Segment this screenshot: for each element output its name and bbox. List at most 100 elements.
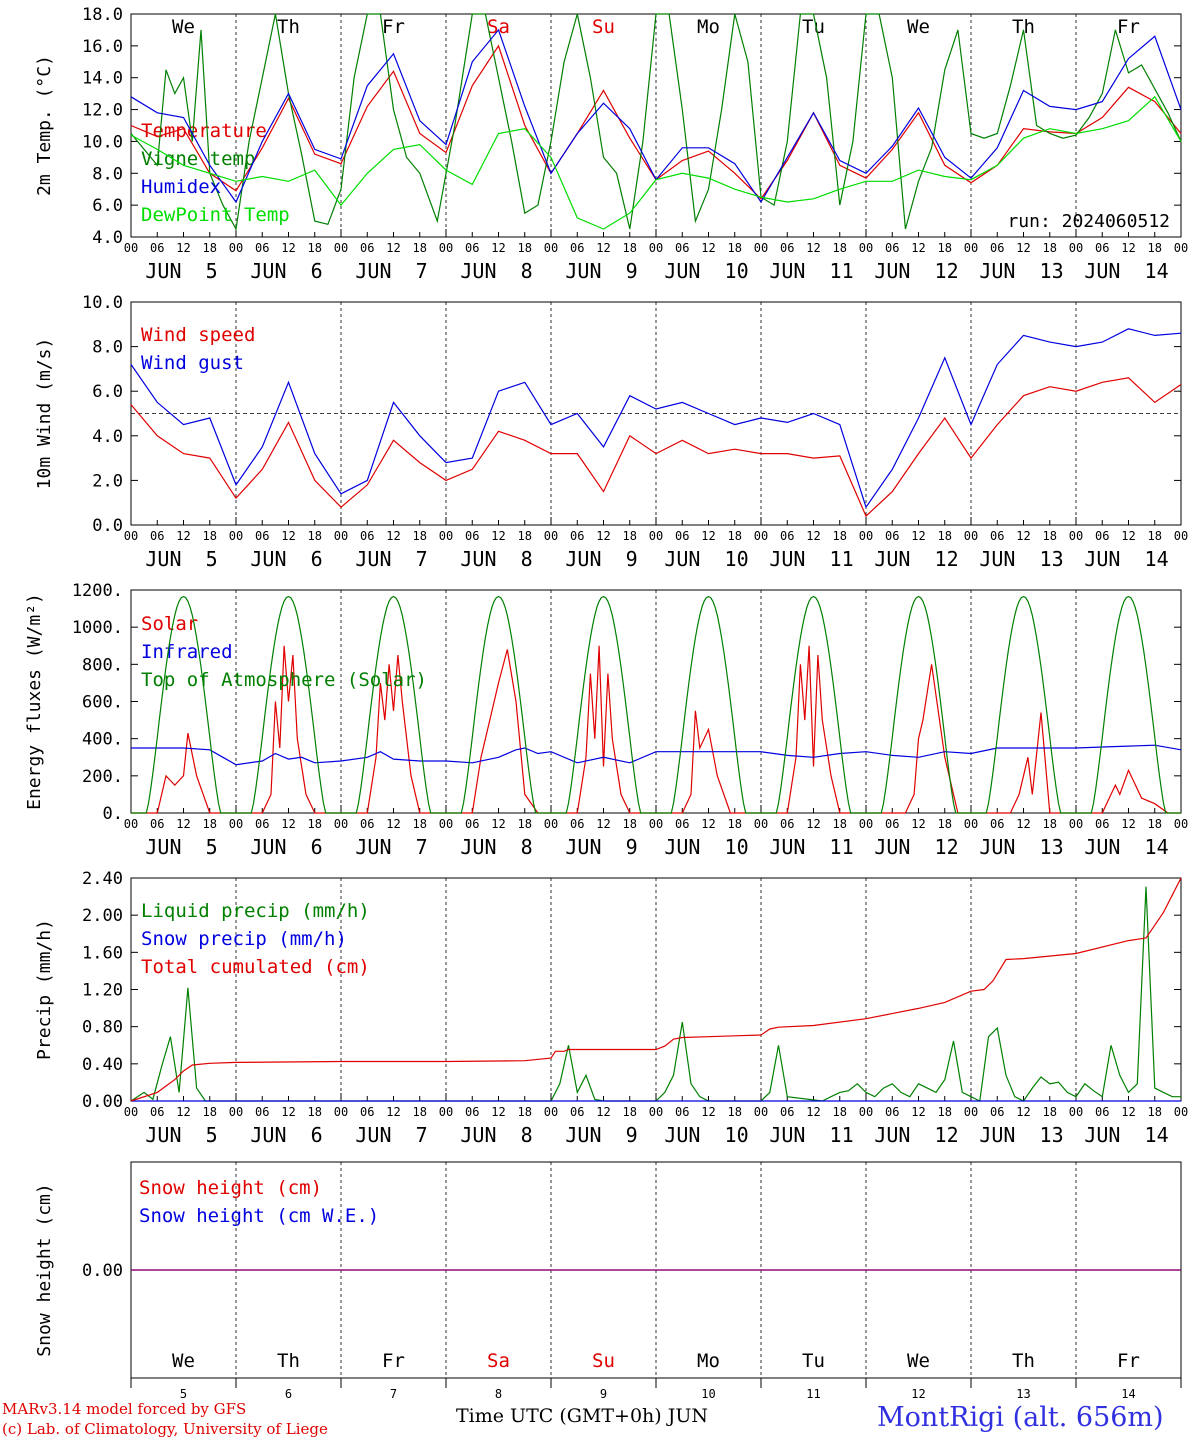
- panel3-ytick-label: 400.: [82, 730, 123, 750]
- day-number-label: 11: [806, 1387, 820, 1401]
- panel1-legend-entry: Temperature: [141, 120, 267, 142]
- panel3-date-label: JUN 11: [769, 835, 853, 859]
- panel5-ytick-label: 0.00: [82, 1261, 123, 1281]
- panel4-legend-entry: Snow precip (mm/h): [141, 928, 347, 950]
- panel3-hour-label: 00: [334, 817, 348, 831]
- panel1-hour-label: 00: [754, 241, 768, 255]
- panel3-hour-label: 12: [911, 817, 925, 831]
- panel3-hour-label: 18: [728, 817, 742, 831]
- panel2-hour-label: 06: [150, 529, 164, 543]
- panel2-hour-label: 06: [360, 529, 374, 543]
- panel4-date-label: JUN 9: [565, 1123, 637, 1147]
- panel2-ytick-label: 8.0: [92, 338, 123, 358]
- panel2-hour-label: 12: [1016, 529, 1030, 543]
- panel1-hour-label: 18: [623, 241, 637, 255]
- panel2-hour-label: 18: [518, 529, 532, 543]
- panel2-hour-label: 18: [1043, 529, 1057, 543]
- panel2-hour-label: 18: [938, 529, 952, 543]
- panel1-hour-label: 18: [833, 241, 847, 255]
- panel2-hour-label: 18: [413, 529, 427, 543]
- panel3-hour-label: 00: [124, 817, 138, 831]
- panel2-hour-label: 12: [701, 529, 715, 543]
- panel1-hour-label: 00: [649, 241, 663, 255]
- panel1-date-label: JUN 6: [250, 259, 322, 283]
- panel1-hour-label: 12: [701, 241, 715, 255]
- panel1-weekday-label: Fr: [1117, 16, 1140, 38]
- panel3-hour-label: 06: [885, 817, 899, 831]
- panel2-hour-label: 00: [124, 529, 138, 543]
- panel4-hour-label: 06: [780, 1105, 794, 1119]
- panel2-hour-label: 00: [229, 529, 243, 543]
- day-number-label: 10: [701, 1387, 715, 1401]
- panel4-hour-label: 00: [229, 1105, 243, 1119]
- panel4-hour-label: 00: [754, 1105, 768, 1119]
- panel1-hour-label: 06: [570, 241, 584, 255]
- panel4-hour-label: 12: [281, 1105, 295, 1119]
- panel2-hour-label: 12: [596, 529, 610, 543]
- panel4-ytick-label: 0.40: [82, 1055, 123, 1075]
- panel2-hour-label: 18: [623, 529, 637, 543]
- panel4-hour-label: 00: [544, 1105, 558, 1119]
- panel4-hour-label: 00: [124, 1105, 138, 1119]
- panel2-date-label: JUN 7: [355, 547, 427, 571]
- panel2-hour-label: 00: [439, 529, 453, 543]
- panel4-hour-label: 18: [728, 1105, 742, 1119]
- panel1-hour-label: 06: [360, 241, 374, 255]
- panel1-weekday-label: Th: [1012, 16, 1035, 38]
- panel4-ytick-label: 1.60: [82, 943, 123, 963]
- panel1-hour-label: 18: [308, 241, 322, 255]
- panel2-hour-label: 12: [176, 529, 190, 543]
- panel1-weekday-label: Tu: [802, 16, 825, 38]
- panel4-ytick-label: 1.20: [82, 981, 123, 1001]
- panel4-date-label: JUN 12: [874, 1123, 958, 1147]
- panel4-hour-label: 00: [1069, 1105, 1083, 1119]
- panel3-hour-label: 00: [439, 817, 453, 831]
- panel3-series-solar: [131, 645, 1181, 814]
- panel1-hour-label: 00: [1069, 241, 1083, 255]
- panel4-series-total-cumulated-cm-: [130, 877, 1182, 1102]
- panel3-hour-label: 06: [570, 817, 584, 831]
- panel3-ytick-label: 800.: [82, 655, 123, 675]
- panel3-ytick-label: 200.: [82, 767, 123, 787]
- panel2-hour-label: 18: [308, 529, 322, 543]
- panel1-weekday-label: We: [907, 16, 930, 38]
- panel4-hour-label: 00: [439, 1105, 453, 1119]
- panel3-ytick-label: 0.: [103, 804, 123, 824]
- panel2-date-label: JUN 12: [874, 547, 958, 571]
- panel2-ytick-label: 4.0: [92, 427, 123, 447]
- panel5-weekday-label: Th: [1012, 1350, 1035, 1372]
- panel4-hour-label: 18: [1043, 1105, 1057, 1119]
- panel3-hour-label: 12: [176, 817, 190, 831]
- panel2-date-label: JUN 6: [250, 547, 322, 571]
- panel4-hour-label: 18: [938, 1105, 952, 1119]
- panel4-date-label: JUN 13: [979, 1123, 1063, 1147]
- panel4-hour-label: 00: [334, 1105, 348, 1119]
- panel2-hour-label: 12: [911, 529, 925, 543]
- panel1-hour-label: 00: [1174, 241, 1188, 255]
- panel4-hour-label: 12: [176, 1105, 190, 1119]
- panel1-ytick-label: 14.0: [82, 69, 123, 89]
- panel1-hour-label: 06: [465, 241, 479, 255]
- day-number-label: 12: [911, 1387, 925, 1401]
- panel4-hour-label: 18: [308, 1105, 322, 1119]
- panel1-hour-label: 18: [413, 241, 427, 255]
- panel3-hour-label: 18: [1043, 817, 1057, 831]
- panel1-run-annotation: run: 2024060512: [1007, 211, 1170, 232]
- panel3-date-label: JUN 8: [460, 835, 532, 859]
- panel1-hour-label: 00: [544, 241, 558, 255]
- panel1-date-label: JUN 7: [355, 259, 427, 283]
- day-number-label: 6: [285, 1387, 292, 1401]
- panel4-hour-label: 12: [386, 1105, 400, 1119]
- panel4-hour-label: 06: [570, 1105, 584, 1119]
- panel2-hour-label: 18: [1148, 529, 1162, 543]
- panel4-date-label: JUN 5: [145, 1123, 217, 1147]
- panel5-weekday-label: We: [907, 1350, 930, 1372]
- panel3-hour-label: 12: [1016, 817, 1030, 831]
- panel1-hour-label: 00: [124, 241, 138, 255]
- panel3-ytick-label: 1200.: [72, 581, 123, 601]
- panel1-hour-label: 18: [1148, 241, 1162, 255]
- panel4-legend-entry: Total cumulated (cm): [141, 956, 370, 978]
- panel1-hour-label: 06: [675, 241, 689, 255]
- panel3-date-label: JUN 9: [565, 835, 637, 859]
